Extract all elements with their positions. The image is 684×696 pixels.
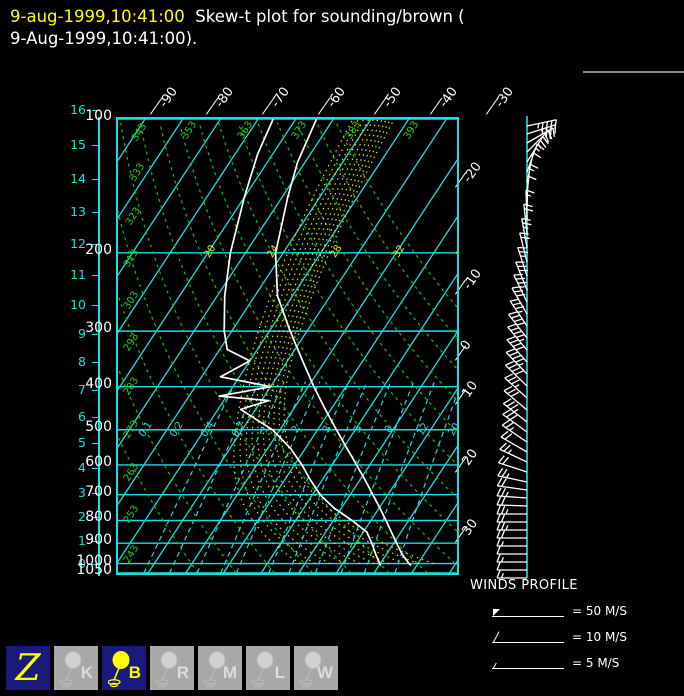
height-tick-label: 14	[70, 170, 86, 186]
height-tick	[92, 144, 98, 146]
toolbar-button-label: M	[222, 663, 237, 682]
height-tick	[92, 333, 98, 335]
height-tick-label: 4	[78, 460, 86, 476]
wind-profile-title: WINDS PROFILE	[470, 578, 578, 593]
wind-legend-label: = 5 M/S	[572, 656, 620, 670]
pressure-tick-label: 100	[85, 108, 112, 124]
height-tick	[92, 416, 98, 418]
height-axis-line	[98, 117, 100, 576]
header-divider	[583, 71, 684, 73]
height-tick-label: 1	[78, 532, 86, 548]
height-tick-label: 10	[70, 296, 86, 312]
script-z-icon: Z	[15, 647, 41, 689]
height-tick-label: 3	[78, 485, 86, 500]
height-tick-label: 2	[78, 509, 86, 525]
height-tick-label: 15	[70, 136, 86, 152]
height-tick-label: 13	[70, 203, 86, 219]
toolbar-button-label: B	[128, 663, 141, 682]
title-timestamp: 9-aug-1999,10:41:00	[10, 7, 185, 26]
height-tick-label: 6	[78, 408, 86, 424]
toolbar-button-label: R	[176, 663, 189, 682]
wind-legend-shaft	[492, 616, 564, 617]
height-tick	[92, 304, 98, 306]
height-tick	[92, 442, 98, 444]
height-tick	[92, 274, 98, 276]
toolbar-button-label: W	[316, 663, 333, 682]
height-tick-label: 11	[70, 266, 86, 282]
height-tick-label: 9	[78, 325, 86, 341]
wind-legend-shaft	[492, 668, 564, 669]
wind-legend-pennant	[493, 609, 500, 616]
height-tick-label: 8	[78, 354, 86, 370]
wind-barbs	[496, 119, 557, 579]
sounding-balloon-icon	[300, 651, 322, 687]
wind-legend-label: = 10 M/S	[572, 630, 627, 644]
toolbar-button-m[interactable]: M	[197, 645, 243, 691]
toolbar-button-k[interactable]: K	[53, 645, 99, 691]
height-tick-label: 5	[78, 434, 86, 450]
toolbar-button-b[interactable]: B	[101, 645, 147, 691]
sounding-balloon-icon	[60, 651, 82, 687]
height-tick	[92, 178, 98, 180]
pressure-tick-label: 400	[85, 375, 112, 392]
wind-legend-shaft	[492, 642, 564, 643]
sounding-balloon-icon	[204, 651, 226, 687]
pressure-tick-label: 1000	[76, 552, 112, 569]
wind-profile-panel	[464, 110, 604, 580]
height-tick	[92, 243, 98, 245]
height-tick	[92, 493, 98, 494]
toolbar-button-w[interactable]: W	[293, 645, 339, 691]
height-tick	[92, 211, 98, 213]
sounding-balloon-icon	[252, 651, 274, 687]
height-tick	[92, 540, 98, 542]
height-tick	[92, 564, 98, 566]
height-tick-label: 0	[78, 556, 86, 572]
toolbar-button-z[interactable]: Z	[5, 645, 51, 691]
pressure-tick-label: 1050	[76, 562, 112, 578]
page-title: 9-aug-1999,10:41:00 Skew-t plot for soun…	[10, 4, 674, 29]
pressure-tick-label: 200	[85, 241, 112, 258]
pressure-tick-label: 700	[85, 483, 112, 500]
height-tick-label: 7	[78, 381, 86, 397]
title-second-line: 9-Aug-1999,10:41:00).	[10, 29, 198, 48]
pressure-tick-label: 900	[85, 532, 112, 549]
sounding-balloon-icon	[108, 651, 130, 687]
height-tick-label: 16	[70, 101, 86, 117]
pressure-tick-label: 300	[85, 320, 112, 337]
pressure-tick-label: 800	[85, 509, 112, 526]
title-description: Skew-t plot for sounding/brown (	[184, 7, 465, 26]
toolbar-button-r[interactable]: R	[149, 645, 195, 691]
pressure-tick-label: 600	[85, 453, 112, 470]
toolbar-button-label: K	[80, 663, 93, 682]
toolbar-button-l[interactable]: L	[245, 645, 291, 691]
height-tick	[92, 109, 98, 111]
height-tick	[92, 389, 98, 391]
height-tick	[92, 517, 98, 519]
wind-profile-axis	[526, 116, 528, 578]
height-tick-label: 12	[70, 235, 86, 251]
height-tick	[92, 362, 98, 364]
pressure-tick-label: 500	[85, 418, 112, 435]
wind-legend-label: = 50 M/S	[572, 604, 627, 618]
sounding-balloon-icon	[156, 651, 178, 687]
skewt-grid-and-traces	[118, 119, 457, 573]
height-tick	[92, 468, 98, 470]
toolbar-button-label: L	[274, 663, 285, 682]
wind-legend-barb	[493, 631, 500, 643]
skewt-plot-area[interactable]: 243 253 263 273 283 293 303 313 323 333 343 353 363 3…	[116, 117, 459, 575]
